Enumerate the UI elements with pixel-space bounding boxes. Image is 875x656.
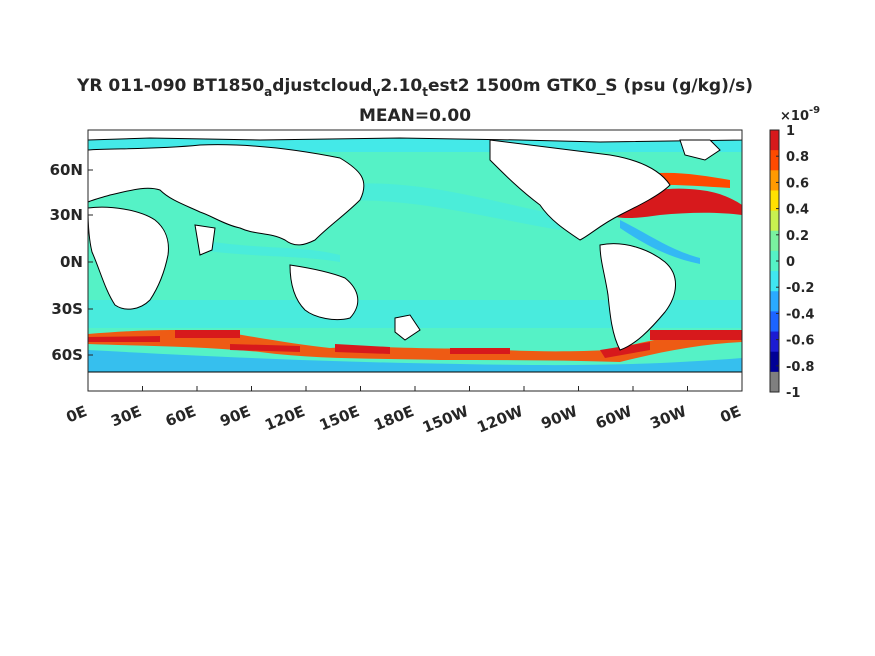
colorbar-tick-label: 0.8: [786, 150, 809, 165]
africa: [88, 206, 169, 310]
colorbar-tick-label: -0.4: [786, 307, 814, 322]
y-tick-label: 30N: [50, 206, 83, 224]
colorbar-tick-label: -1: [786, 386, 800, 401]
map-area: [88, 130, 742, 391]
x-axis-ticks: 0E 30E 60E 90E 120E 150E 180E 150W 120W 90W 60W 30W…: [64, 386, 744, 437]
colorbar-segment: [770, 291, 779, 312]
colorbar-tick-label: -0.6: [786, 334, 814, 349]
india: [194, 224, 216, 256]
colorbar-exponent-power: -9: [809, 105, 820, 116]
dwbc: [620, 220, 700, 264]
x-tick-label: 30W: [648, 402, 690, 433]
x-tick-label: 90E: [217, 402, 253, 430]
colorbar-segment: [770, 331, 779, 353]
acc-patch-6: [600, 342, 650, 358]
colorbar-segment: [770, 190, 779, 212]
y-tick-label: 30S: [51, 300, 83, 318]
y-axis-ticks: 60N 30N 0N 30S 60S: [50, 161, 93, 364]
y-tick-label: 60S: [51, 346, 83, 364]
colorbar-tick-label: 0: [786, 255, 795, 270]
colorbar-tick-label: 0.2: [786, 229, 809, 244]
colorbar-segment: [770, 351, 779, 373]
eurasia: [88, 144, 365, 246]
x-tick-label: 120E: [262, 402, 307, 434]
colorbar-tick-label: 0.4: [786, 203, 809, 218]
colorbar-segment: [770, 250, 779, 272]
x-tick-label: 180E: [371, 402, 416, 434]
x-tick-label: 60E: [163, 402, 199, 430]
colorbar: 1 0.8 0.6 0.4 0.2 0 -0.2 -0.4 -0.6 -0.8 -1 ×10-9: [769, 105, 820, 401]
x-tick-label: 90W: [539, 402, 581, 433]
colorbar-exponent: ×10-9: [780, 105, 820, 124]
pacific-streak: [300, 183, 560, 230]
australia: [289, 264, 359, 321]
acc-patch-3: [230, 344, 300, 352]
colorbar-tick-label: 1: [786, 124, 795, 139]
colorbar-tick-label: -0.2: [786, 281, 814, 296]
y-tick-label: 0N: [60, 253, 83, 271]
title-sub2: v: [372, 85, 381, 99]
colorbar-segments: [770, 130, 779, 393]
acc-band: [88, 330, 742, 362]
title-part2: djustcloud: [272, 76, 373, 96]
title-part3: 2.10: [380, 76, 423, 96]
plot-title: YR 011-090 BT1850adjustcloudv2.10test2 1…: [0, 76, 830, 99]
colorbar-segment: [770, 230, 779, 252]
y-tick-label: 60N: [50, 161, 83, 179]
title-part4: est2 1500m GTK0_S (psu (g/kg)/s): [428, 76, 753, 96]
title-part1: YR 011-090 BT1850: [77, 76, 265, 96]
colorbar-tick-label: 0.6: [786, 176, 809, 191]
arctic-ice: [88, 130, 742, 143]
acc-patch-5: [450, 348, 510, 354]
colorbar-segment: [770, 210, 779, 232]
colorbar-segment: [770, 311, 779, 333]
x-tick-label: 0E: [718, 402, 744, 426]
acc-patch-1: [88, 336, 160, 342]
new-zealand: [394, 314, 421, 341]
title-sub1: a: [264, 85, 273, 99]
x-tick-label: 120W: [474, 402, 526, 437]
colorbar-segment: [770, 371, 779, 393]
colorbar-segment: [770, 130, 779, 151]
x-tick-label: 60W: [593, 402, 635, 433]
greenland: [679, 139, 721, 161]
acc-patch-4: [335, 344, 390, 354]
x-tick-label: 30E: [108, 402, 144, 430]
acc-south-flank: [88, 350, 742, 372]
colorbar-tick-label: -0.8: [786, 360, 814, 375]
title-sub3: t: [422, 85, 429, 99]
colorbar-segment: [770, 271, 779, 292]
acc-patch-2: [175, 330, 240, 338]
x-tick-label: 150W: [420, 402, 472, 437]
colorbar-exponent-base: ×10: [780, 109, 809, 124]
acc-patch-7: [650, 330, 742, 340]
colorbar-labels: 1 0.8 0.6 0.4 0.2 0 -0.2 -0.4 -0.6 -0.8 -1: [776, 124, 814, 401]
north-america: [489, 139, 671, 241]
mean-label: MEAN=0.00: [358, 106, 472, 126]
south-america: [599, 243, 676, 351]
x-tick-label: 150E: [317, 402, 362, 434]
colorbar-segment: [770, 150, 779, 171]
x-tick-label: 0E: [64, 402, 90, 426]
colorbar-segment: [770, 170, 779, 191]
indian-streak: [200, 240, 340, 262]
